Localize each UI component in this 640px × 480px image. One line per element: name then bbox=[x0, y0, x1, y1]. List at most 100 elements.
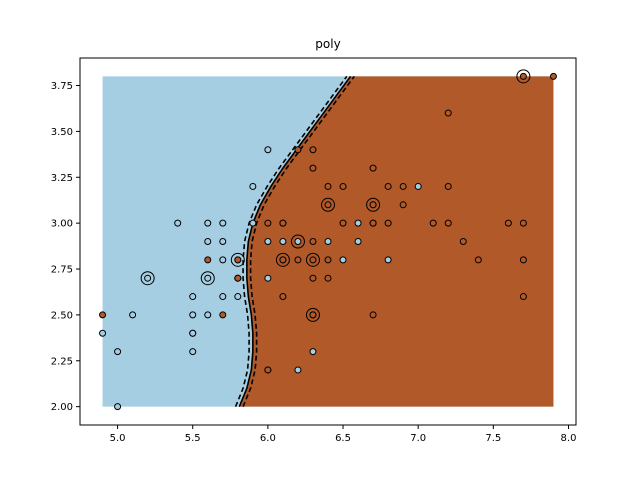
data-point-class-0 bbox=[324, 238, 332, 245]
x-tick-label: 7.5 bbox=[485, 433, 501, 444]
data-point-class-1 bbox=[399, 201, 407, 209]
y-tick-label: 3.75 bbox=[51, 81, 73, 92]
data-point-class-0 bbox=[204, 238, 212, 245]
chart-title: poly bbox=[315, 37, 340, 51]
data-point-class-1 bbox=[294, 256, 302, 264]
data-point-class-0 bbox=[279, 238, 287, 245]
data-point-class-1 bbox=[444, 182, 452, 190]
data-point-class-0 bbox=[249, 182, 257, 190]
data-point-class-1 bbox=[384, 182, 392, 190]
x-tick-label: 8.0 bbox=[561, 433, 577, 444]
margin-line-lower bbox=[234, 75, 348, 407]
support-vector bbox=[275, 252, 290, 267]
data-point-class-1 bbox=[324, 182, 332, 190]
data-point-class-0 bbox=[264, 238, 272, 245]
data-point-class-1 bbox=[369, 219, 377, 227]
support-vector bbox=[366, 197, 381, 212]
data-point-class-1 bbox=[264, 219, 272, 227]
data-point-class-0 bbox=[414, 182, 422, 190]
support-vector bbox=[230, 252, 245, 267]
data-point-class-1 bbox=[504, 219, 512, 227]
data-point-class-0 bbox=[309, 348, 317, 356]
data-point-class-1 bbox=[324, 274, 332, 282]
data-point-class-1 bbox=[444, 219, 452, 227]
data-point-class-0 bbox=[189, 329, 197, 337]
data-point-class-0 bbox=[204, 219, 212, 227]
decision-boundary bbox=[238, 75, 352, 407]
support-vector bbox=[516, 69, 531, 84]
data-point-class-1 bbox=[294, 146, 302, 154]
y-tick-label: 2.75 bbox=[51, 265, 73, 276]
data-point-class-0 bbox=[114, 348, 122, 356]
x-tick-label: 6.5 bbox=[335, 433, 351, 444]
data-point-class-1 bbox=[324, 256, 332, 264]
data-point-class-1 bbox=[459, 238, 467, 245]
y-tick-label: 2.00 bbox=[51, 402, 73, 413]
support-vector bbox=[290, 234, 305, 249]
data-point-class-1 bbox=[384, 219, 392, 227]
data-point-class-1 bbox=[369, 201, 377, 209]
x-axis: 5.0 5.5 6.0 6.5 7.0 7.5 8.0 bbox=[110, 425, 577, 444]
plot-area bbox=[99, 69, 557, 411]
y-tick-label: 2.25 bbox=[51, 356, 73, 367]
data-point-class-1 bbox=[474, 256, 482, 264]
data-point-class-1 bbox=[309, 256, 317, 264]
x-tick-label: 6.0 bbox=[260, 433, 276, 444]
margin-line-upper bbox=[242, 75, 355, 407]
data-point-class-1 bbox=[369, 311, 377, 319]
data-point-class-1 bbox=[339, 182, 347, 190]
data-point-class-1 bbox=[369, 164, 377, 172]
data-point-class-0 bbox=[249, 219, 257, 227]
data-point-class-0 bbox=[264, 146, 272, 154]
class-1-region bbox=[239, 76, 554, 407]
data-point-class-0 bbox=[174, 219, 182, 227]
data-point-class-1 bbox=[519, 256, 527, 264]
data-point-class-0 bbox=[264, 274, 272, 282]
data-point-class-1 bbox=[264, 366, 272, 374]
data-point-class-1 bbox=[279, 293, 287, 301]
data-point-class-0 bbox=[354, 219, 362, 227]
data-point-class-0 bbox=[384, 256, 392, 264]
x-tick-label: 5.0 bbox=[110, 433, 126, 444]
y-tick-label: 3.25 bbox=[51, 173, 73, 184]
data-point-class-0 bbox=[339, 256, 347, 264]
y-axis: 2.00 2.25 2.50 2.75 3.00 3.25 3.50 3.75 bbox=[51, 81, 80, 413]
axes-frame bbox=[79, 57, 577, 426]
data-point-class-0 bbox=[99, 329, 107, 337]
data-point-class-0 bbox=[219, 293, 227, 301]
y-tick-label: 3.50 bbox=[51, 127, 73, 138]
data-point-class-1 bbox=[519, 72, 527, 80]
data-point-class-0 bbox=[219, 256, 227, 264]
data-point-class-1 bbox=[309, 146, 317, 154]
data-point-class-1 bbox=[549, 72, 557, 80]
data-point-class-0 bbox=[204, 274, 212, 282]
data-point-class-1 bbox=[519, 293, 527, 301]
data-point-class-1 bbox=[309, 274, 317, 282]
data-point-class-0 bbox=[129, 311, 137, 319]
data-point-class-0 bbox=[219, 238, 227, 245]
data-point-class-0 bbox=[294, 366, 302, 374]
data-point-class-1 bbox=[324, 201, 332, 209]
data-point-class-1 bbox=[219, 311, 227, 319]
data-point-class-1 bbox=[429, 219, 437, 227]
y-tick-label: 2.50 bbox=[51, 310, 73, 321]
y-tick-label: 3.00 bbox=[51, 219, 73, 230]
data-point-class-1 bbox=[399, 182, 407, 190]
data-point-class-0 bbox=[114, 403, 122, 411]
data-point-class-1 bbox=[279, 219, 287, 227]
data-point-class-0 bbox=[144, 274, 152, 282]
data-point-class-1 bbox=[99, 311, 107, 319]
data-point-class-0 bbox=[294, 238, 302, 245]
data-point-class-1 bbox=[339, 219, 347, 227]
support-vector bbox=[321, 197, 335, 212]
data-point-class-1 bbox=[444, 109, 452, 117]
data-point-class-0 bbox=[234, 293, 242, 301]
data-point-class-0 bbox=[189, 311, 197, 319]
data-point-class-1 bbox=[279, 256, 287, 264]
data-point-class-0 bbox=[354, 238, 362, 245]
data-point-class-0 bbox=[189, 348, 197, 356]
data-point-class-1 bbox=[309, 164, 317, 172]
support-vector bbox=[305, 252, 320, 267]
data-point-class-0 bbox=[189, 293, 197, 301]
data-point-class-1 bbox=[234, 274, 242, 282]
